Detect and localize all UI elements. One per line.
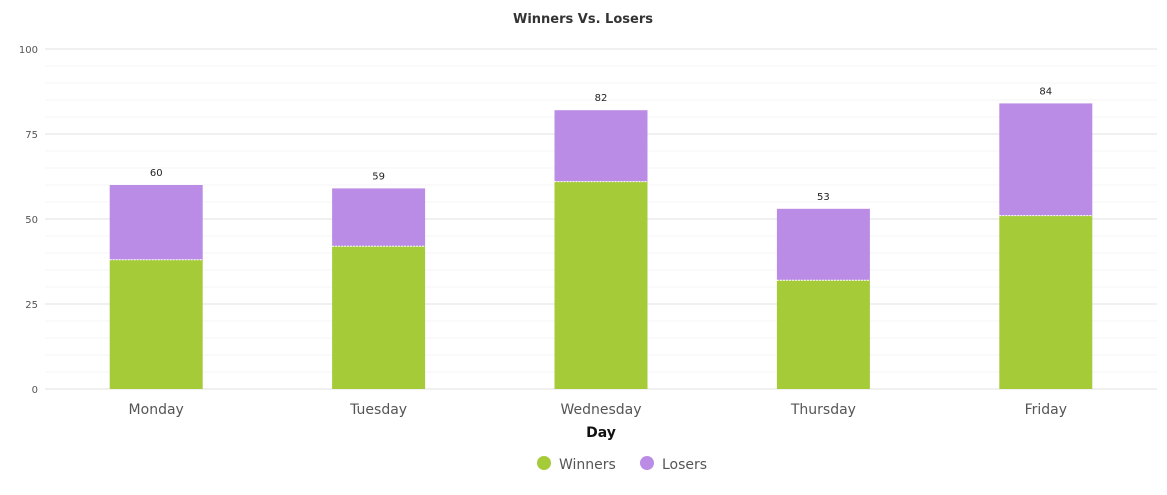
bar-winners-friday[interactable] — [999, 215, 1093, 389]
y-tick-label: 0 — [32, 385, 38, 396]
y-axis-ticks: 0 25 50 75 100 — [19, 45, 38, 396]
legend-label: Losers — [662, 457, 707, 473]
legend-item-winners[interactable]: Winners — [537, 456, 616, 473]
legend-marker — [537, 456, 551, 470]
y-tick-label: 50 — [25, 215, 38, 226]
bar-winners-thursday[interactable] — [776, 280, 870, 389]
data-labels: 60 59 82 53 84 — [150, 86, 1052, 202]
bar-winners-wednesday[interactable] — [554, 181, 648, 389]
legend-item-losers[interactable]: Losers — [640, 456, 707, 473]
bar-winners-monday[interactable] — [109, 259, 203, 389]
bars — [109, 103, 1093, 389]
total-label-tuesday: 59 — [372, 171, 385, 182]
bar-losers-friday[interactable] — [999, 103, 1093, 216]
bar-winners-tuesday[interactable] — [332, 246, 426, 389]
x-tick-label-thursday: Thursday — [790, 402, 856, 418]
x-axis-title: Day — [586, 425, 616, 441]
bar-losers-tuesday[interactable] — [332, 188, 426, 247]
total-label-wednesday: 82 — [595, 93, 608, 104]
y-tick-label: 25 — [25, 300, 38, 311]
y-tick-label: 75 — [25, 130, 38, 141]
legend-marker — [640, 456, 654, 470]
bar-losers-monday[interactable] — [109, 185, 203, 260]
total-label-thursday: 53 — [817, 192, 830, 203]
x-tick-label-monday: Monday — [129, 402, 184, 418]
chart-title: Winners Vs. Losers — [513, 12, 653, 27]
bar-losers-wednesday[interactable] — [554, 110, 648, 182]
legend-label: Winners — [559, 457, 616, 473]
legend[interactable]: Winners Losers — [537, 456, 707, 473]
x-tick-label-wednesday: Wednesday — [560, 402, 641, 418]
bar-losers-thursday[interactable] — [776, 208, 870, 281]
x-axis-ticks: Monday Tuesday Wednesday Thursday Friday — [129, 402, 1067, 418]
x-tick-label-tuesday: Tuesday — [349, 402, 407, 418]
y-tick-label: 100 — [19, 45, 38, 56]
total-label-monday: 60 — [150, 168, 163, 179]
x-tick-label-friday: Friday — [1025, 402, 1067, 418]
total-label-friday: 84 — [1039, 86, 1052, 97]
